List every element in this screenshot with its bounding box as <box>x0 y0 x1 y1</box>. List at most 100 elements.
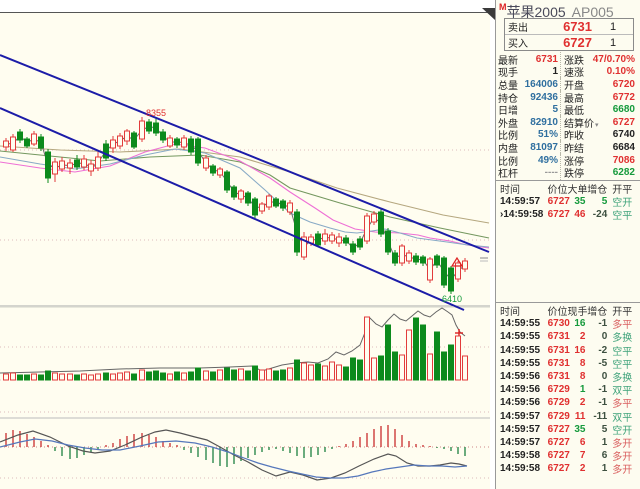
trade-volume: 7 <box>579 450 586 462</box>
column-header: 价位 <box>547 307 568 319</box>
table-row: 14:59:55 6731 2 0 多换 <box>498 330 640 344</box>
trade-price: 6731 <box>547 344 570 356</box>
trade-volume: 8 <box>579 357 586 369</box>
stat-label: 杠杆 <box>498 169 518 181</box>
table-row: 14:59:57 6729 11 -11 双平 <box>498 410 640 424</box>
chart-background <box>0 13 490 489</box>
trade-time: 14:59:58 <box>500 450 541 462</box>
stat-value: 6772 <box>612 91 635 103</box>
stat-row-6: 比例 51% 昨收 6740 <box>498 127 639 143</box>
stat-value: 6282 <box>612 167 635 179</box>
table-row: 14:59:58 6727 2 1 多开 <box>498 462 640 476</box>
trade-oi-change: 0 <box>601 371 608 383</box>
table-row: 14:59:58 6727 7 6 多开 <box>498 449 640 464</box>
ask-price: 6731 <box>563 19 592 34</box>
bid-price: 6727 <box>563 35 592 50</box>
stat-value: 5 <box>552 104 558 116</box>
quote-panel: M苹果2005 AP005 卖出 6731 1 买入 6727 1 最新 6731 涨… <box>495 0 640 489</box>
trade-volume: 2 <box>579 463 586 475</box>
bid-qty: 1 <box>609 36 617 49</box>
column-header: 增仓 <box>587 307 608 319</box>
stat-value: 6720 <box>612 78 635 90</box>
trade-time: 14:59:57 <box>500 423 541 435</box>
stat-label: 持仓 <box>498 93 518 105</box>
chart-annotations: 8355 6410 <box>146 108 488 304</box>
stats-grid: 最新 6731 涨跌 47/0.70% 现手 1 速涨 0.10% 总量 164006 开盘 6720… <box>498 51 639 181</box>
trade-time: 14:59:55 <box>500 357 541 369</box>
trade-volume: 2 <box>579 331 586 343</box>
trade-oi-change: 5 <box>601 196 608 208</box>
stat-row-9: 杠杆 ---- 跌停 6282 <box>498 165 639 181</box>
trade-oi-change: -11 <box>593 410 608 422</box>
stat-value: 1 <box>552 66 558 78</box>
stat-value: 6731 <box>535 53 558 65</box>
table-row: 14:59:55 6730 16 -1 多平 <box>498 317 640 332</box>
stat-label: 总量 <box>498 80 518 92</box>
stat-label: 最新 <box>498 55 518 67</box>
trade-time: 14:59:55 <box>500 318 541 330</box>
stat-label: 内盘 <box>498 143 518 155</box>
trade-price: 6727 <box>547 463 570 475</box>
trade-open-close: 空平 <box>612 211 633 223</box>
ask-row[interactable]: 卖出 6731 1 <box>505 19 633 35</box>
pane-dividers <box>0 305 490 419</box>
stat-label: 最低 <box>564 106 584 118</box>
table-header: 时间 价位 现手 增仓 开平 <box>498 304 640 319</box>
stat-value: ---- <box>544 167 558 179</box>
trade-time: ›14:59:58 <box>500 209 544 221</box>
panel-collapse-icon[interactable] <box>482 8 495 20</box>
trade-volume: 8 <box>579 371 586 383</box>
trade-volume: 16 <box>574 344 586 356</box>
candles-layer <box>3 117 468 294</box>
trade-open-close: 多平 <box>612 399 633 411</box>
table-row: 14:59:56 6729 2 -1 多平 <box>498 396 640 411</box>
trade-price: 6730 <box>547 318 570 330</box>
trade-time: 14:59:57 <box>500 196 541 208</box>
stat-value: 0.10% <box>606 66 635 78</box>
kline-chart-area[interactable]: 8355 6410 <box>0 0 495 489</box>
trade-open-close: 多平 <box>612 320 633 332</box>
column-header: 价位 <box>547 185 568 197</box>
stat-value: 6684 <box>612 141 635 153</box>
stat-label[interactable]: 结算价▾ <box>564 118 599 130</box>
trade-price: 6731 <box>547 357 570 369</box>
stat-row-3: 持仓 92436 最高 6772 <box>498 89 639 105</box>
stat-label: 最高 <box>564 93 584 105</box>
table-row: ›14:59:58 6727 46 -24 空平 <box>498 208 640 223</box>
main-contract-flag: M <box>499 2 507 12</box>
trade-time: 14:59:57 <box>500 410 541 422</box>
trade-volume: 11 <box>574 410 586 422</box>
stat-label: 速涨 <box>564 68 584 80</box>
trade-price: 6727 <box>547 209 570 221</box>
stat-label: 涨停 <box>564 156 584 168</box>
trade-time: 14:59:56 <box>500 397 541 409</box>
trade-oi-change: -24 <box>592 209 608 221</box>
stat-value: 47/0.70% <box>592 53 635 65</box>
contract-title: M苹果2005 AP005 <box>499 2 614 22</box>
low-price-label: 6410 <box>442 294 462 304</box>
column-header: 大单 <box>567 185 588 197</box>
stat-row-7: 内盘 81097 昨结 6684 <box>498 139 639 155</box>
trade-oi-change: -1 <box>598 318 608 330</box>
macd-layer <box>0 425 468 481</box>
stat-label: 昨收 <box>564 131 584 143</box>
stat-value: 7086 <box>612 154 635 166</box>
stat-label: 现手 <box>498 68 518 80</box>
trade-open-close: 多开 <box>612 452 633 464</box>
stat-row-1: 现手 1 速涨 0.10% <box>498 64 639 80</box>
ask-label: 卖出 <box>508 23 528 34</box>
trade-price: 6727 <box>547 423 570 435</box>
trade-price: 6729 <box>547 397 570 409</box>
trade-oi-change: 0 <box>601 331 608 343</box>
stat-label: 跌停 <box>564 169 584 181</box>
trade-price: 6731 <box>547 371 570 383</box>
trade-volume: 6 <box>579 436 586 448</box>
column-header: 增仓 <box>587 185 608 197</box>
gridlines-layer <box>0 149 489 479</box>
stat-label: 比例 <box>498 156 518 168</box>
trade-oi-change: -5 <box>598 357 608 369</box>
bid-row[interactable]: 买入 6727 1 <box>505 35 633 50</box>
kline-chart-svg[interactable]: 8355 6410 <box>0 0 490 489</box>
stat-value: 92436 <box>530 91 558 103</box>
stat-value: 6680 <box>612 104 635 116</box>
